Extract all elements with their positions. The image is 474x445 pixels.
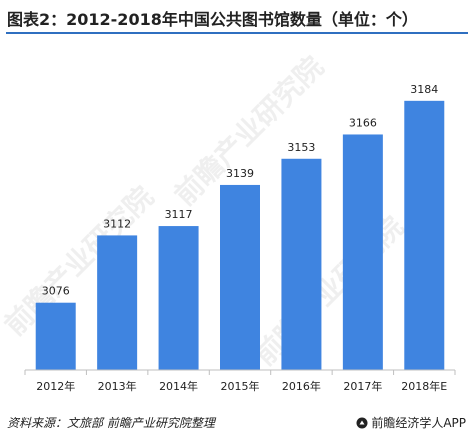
value-label-3: 3139: [226, 167, 254, 180]
brand-logo-icon: [356, 417, 368, 428]
x-tick-label-0: 2012年: [36, 379, 75, 393]
bar-1: [97, 235, 138, 370]
bar-4: [281, 158, 322, 370]
x-tick-label-4: 2016年: [282, 379, 321, 393]
source-note: 资料来源：文旅部 前瞻产业研究院整理: [7, 416, 215, 430]
bar-5: [342, 134, 383, 370]
value-label-5: 3166: [349, 116, 377, 129]
chart-title: 图表2：2012-2018年中国公共图书馆数量（单位：个）: [7, 10, 418, 29]
x-tick-label-2: 2014年: [159, 379, 198, 393]
brand-attribution: 前瞻经济学人APP: [356, 414, 466, 431]
value-label-4: 3153: [287, 141, 315, 154]
bar-3: [220, 184, 260, 370]
x-labels-group: 2012年 2013年 2014年 2015年 2016年 2017年 2018年E: [36, 379, 447, 393]
value-label-6: 3184: [410, 83, 438, 96]
x-ticks-group: [24, 370, 456, 375]
x-tick-label-3: 2015年: [221, 379, 260, 393]
bar-2: [158, 226, 199, 370]
bars-group: [35, 100, 445, 370]
title-underline: [6, 32, 468, 34]
x-tick-label-6: 2018年E: [401, 379, 447, 393]
bar-0: [35, 302, 76, 370]
x-tick-label-1: 2013年: [98, 379, 137, 393]
value-label-0: 3076: [42, 285, 70, 298]
value-label-1: 3112: [103, 217, 131, 230]
value-label-2: 3117: [165, 208, 193, 221]
bar-6: [404, 100, 445, 370]
brand-text: 前瞻经济学人APP: [371, 416, 466, 430]
x-tick-label-5: 2017年: [343, 379, 382, 393]
value-labels-group: 3076 3112 3117 3139 3153 3166 3184: [42, 83, 439, 298]
